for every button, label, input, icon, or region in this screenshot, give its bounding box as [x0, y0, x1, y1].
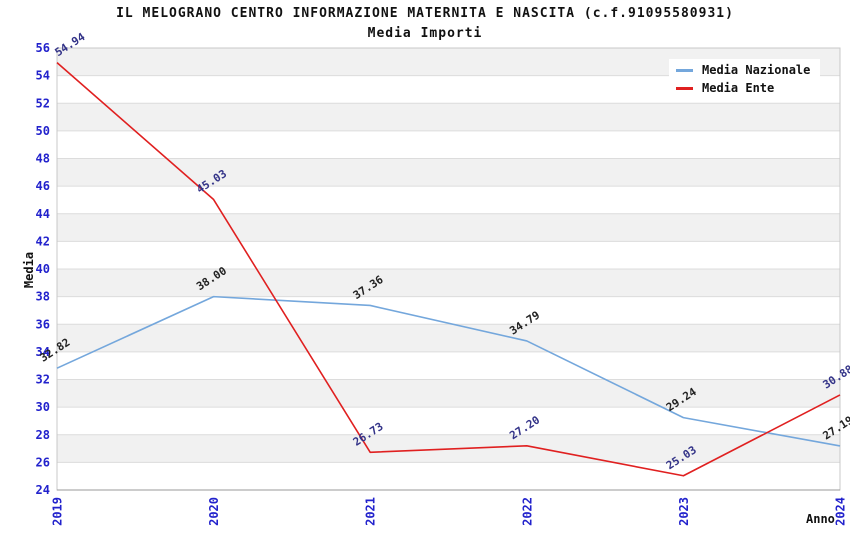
- legend-swatch-media-ente: [676, 86, 693, 90]
- grid-band: [57, 103, 840, 131]
- y-tick-label: 48: [36, 152, 50, 166]
- x-axis-title: Anno: [806, 512, 835, 526]
- series-line-media-nazionale: [56, 295, 841, 447]
- y-axis-title: Media: [22, 251, 36, 289]
- y-tick-label: 40: [36, 262, 50, 276]
- y-tick-label: 32: [36, 373, 50, 387]
- y-tick-label: 26: [36, 455, 50, 469]
- y-tick-label: 42: [36, 234, 50, 248]
- x-tick-label: 2020: [207, 497, 221, 526]
- grid-band: [57, 379, 840, 408]
- y-tick-label: 28: [36, 428, 50, 442]
- legend-label: Media Nazionale: [702, 63, 811, 77]
- grid-band: [57, 269, 840, 297]
- grid-band: [57, 213, 840, 242]
- y-tick-label: 24: [36, 483, 50, 497]
- legend: Media Nazionale Media Ente: [669, 59, 821, 100]
- grid-band: [57, 324, 840, 352]
- y-tick-label: 44: [36, 207, 50, 221]
- legend-swatch-media-nazionale: [676, 68, 693, 72]
- y-tick-label: 54: [36, 69, 50, 83]
- chart-title: IL MELOGRANO CENTRO INFORMAZIONE MATERNI…: [116, 6, 734, 21]
- x-tick-label: 2024: [834, 497, 848, 526]
- y-tick-label: 34: [36, 345, 50, 359]
- y-tick-label: 56: [36, 41, 50, 55]
- y-tick-label: 38: [36, 290, 50, 304]
- x-tick-label: 2019: [51, 497, 65, 526]
- x-tick-label: 2023: [677, 497, 691, 526]
- legend-item-media-nazionale: Media Nazionale: [676, 63, 810, 77]
- legend-item-media-ente: Media Ente: [676, 81, 810, 95]
- y-tick-label: 36: [36, 317, 50, 331]
- x-tick-label: 2021: [364, 497, 378, 526]
- grid-band: [57, 158, 840, 187]
- y-tick-label: 30: [36, 400, 50, 414]
- y-tick-label: 50: [36, 124, 50, 138]
- y-tick-label: 52: [36, 96, 50, 110]
- chart-subtitle: Media Importi: [367, 26, 483, 41]
- legend-label: Media Ente: [702, 81, 775, 95]
- y-tick-label: 46: [36, 179, 50, 193]
- x-tick-label: 2022: [520, 497, 534, 526]
- series-line-media-ente: [56, 62, 841, 477]
